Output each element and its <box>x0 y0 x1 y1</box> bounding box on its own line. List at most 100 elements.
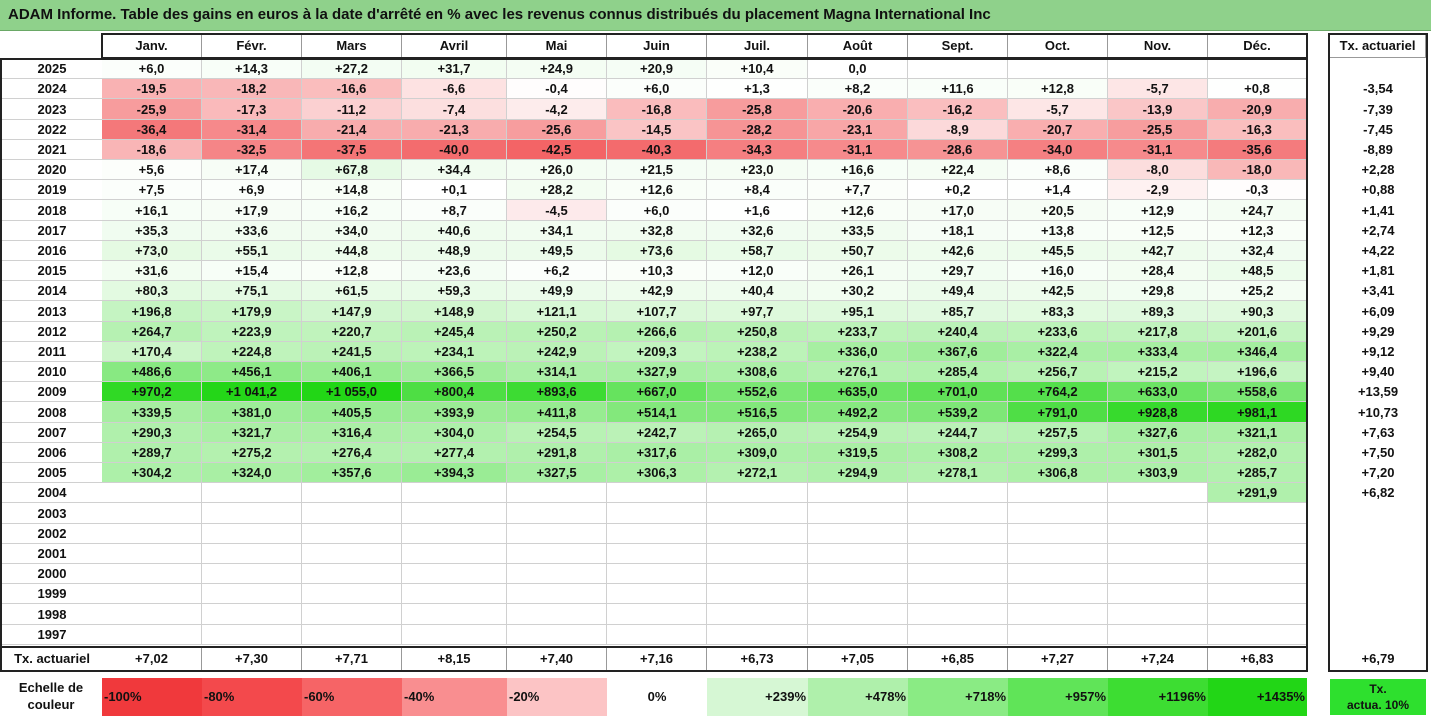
footer-rate-cell: +6,73 <box>707 647 808 671</box>
heatmap-cell <box>202 584 302 604</box>
heatmap-cell <box>402 604 507 625</box>
annual-rate-cell: -8,89 <box>1330 140 1426 160</box>
heatmap-cell: +23,0 <box>707 160 808 180</box>
heatmap-cell <box>607 584 707 604</box>
heatmap-cell: +95,1 <box>808 301 908 322</box>
heatmap-cell <box>908 524 1008 544</box>
heatmap-cell <box>507 544 607 564</box>
heatmap-cell <box>402 625 507 645</box>
heatmap-cell: +346,4 <box>1208 342 1307 362</box>
heatmap-cell: +539,2 <box>908 402 1008 423</box>
heatmap-cell: -25,8 <box>707 99 808 120</box>
annual-rate-cell <box>1330 544 1426 564</box>
annual-rate-cell: +10,73 <box>1330 402 1426 423</box>
year-label: 2011 <box>2 342 102 362</box>
year-label: 2015 <box>2 261 102 281</box>
year-label: 2024 <box>2 79 102 99</box>
heatmap-cell: +42,7 <box>1108 241 1208 261</box>
heatmap-cell: +290,3 <box>102 423 202 443</box>
heatmap-cell <box>607 483 707 503</box>
heatmap-cell: +224,8 <box>202 342 302 362</box>
heatmap-cell <box>302 483 402 503</box>
page-title: ADAM Informe. Table des gains en euros à… <box>8 6 991 23</box>
heatmap-cell: +304,2 <box>102 463 202 483</box>
annual-rate-cell: +7,50 <box>1330 443 1426 463</box>
heatmap-cell: +327,9 <box>607 362 707 382</box>
heatmap-cell: -18,0 <box>1208 160 1307 180</box>
heatmap-cell: +233,7 <box>808 322 908 342</box>
heatmap-cell <box>102 584 202 604</box>
heatmap-cell <box>202 524 302 544</box>
heatmap-cell: +33,6 <box>202 221 302 241</box>
annual-rate-cell: +7,20 <box>1330 463 1426 483</box>
heatmap-cell: +285,4 <box>908 362 1008 382</box>
heatmap-cell <box>1008 625 1108 645</box>
heatmap-cell: +317,6 <box>607 443 707 463</box>
heatmap-cell: +893,6 <box>507 382 607 402</box>
heatmap-cell: +16,0 <box>1008 261 1108 281</box>
heatmap-cell: +1,3 <box>707 79 808 99</box>
year-label: 2013 <box>2 301 102 322</box>
heatmap-cell: +49,5 <box>507 241 607 261</box>
annual-rate-cell: +3,41 <box>1330 281 1426 301</box>
annual-rate-cell: +13,59 <box>1330 382 1426 402</box>
heatmap-cell: +306,8 <box>1008 463 1108 483</box>
heatmap-cell <box>1108 584 1208 604</box>
annual-rate-cell: +1,41 <box>1330 200 1426 221</box>
heatmap-cell: +256,7 <box>1008 362 1108 382</box>
heatmap-cell <box>1008 604 1108 625</box>
heatmap-cell: -25,9 <box>102 99 202 120</box>
heatmap-cell: +18,1 <box>908 221 1008 241</box>
heatmap-cell <box>302 604 402 625</box>
heatmap-cell <box>908 544 1008 564</box>
heatmap-cell: +20,9 <box>607 59 707 79</box>
heatmap-cell: +308,2 <box>908 443 1008 463</box>
annual-rate-cell <box>1330 604 1426 625</box>
heatmap-cell: +29,8 <box>1108 281 1208 301</box>
year-label: 2010 <box>2 362 102 382</box>
heatmap-cell: +406,1 <box>302 362 402 382</box>
heatmap-cell <box>102 604 202 625</box>
heatmap-cell <box>808 524 908 544</box>
heatmap-cell: +516,5 <box>707 402 808 423</box>
color-scale-label: Echelle de couleur <box>4 679 98 713</box>
heatmap-cell <box>1008 544 1108 564</box>
heatmap-cell: +276,4 <box>302 443 402 463</box>
color-scale-stop: +1196% <box>1108 678 1208 716</box>
heatmap-cell: -17,3 <box>202 99 302 120</box>
annual-rate-cell <box>1330 625 1426 645</box>
heatmap-cell: +405,5 <box>302 402 402 423</box>
heatmap-cell: +294,9 <box>808 463 908 483</box>
heatmap-cell: +12,8 <box>1008 79 1108 99</box>
heatmap-cell: +291,9 <box>1208 483 1307 503</box>
heatmap-cell: -16,8 <box>607 99 707 120</box>
heatmap-cell: -28,2 <box>707 120 808 140</box>
year-label: 1999 <box>2 584 102 604</box>
heatmap-cell: +35,3 <box>102 221 202 241</box>
heatmap-cell: -16,3 <box>1208 120 1307 140</box>
color-scale-tx-line1: Tx. <box>1369 682 1387 696</box>
heatmap-cell: +264,7 <box>102 322 202 342</box>
heatmap-cell: +21,5 <box>607 160 707 180</box>
heatmap-cell: -2,9 <box>1108 180 1208 200</box>
color-scale-tx-swatch: Tx. actua. 10% <box>1330 679 1426 715</box>
annual-rate-cell: +6,82 <box>1330 483 1426 503</box>
heatmap-cell: +8,6 <box>1008 160 1108 180</box>
heatmap-cell: +6,0 <box>607 200 707 221</box>
year-label: 2003 <box>2 503 102 524</box>
heatmap-cell: +1,6 <box>707 200 808 221</box>
heatmap-cell: +27,2 <box>302 59 402 79</box>
heatmap-cell: +6,9 <box>202 180 302 200</box>
heatmap-cell: +250,8 <box>707 322 808 342</box>
heatmap-cell: -25,6 <box>507 120 607 140</box>
year-label: 2021 <box>2 140 102 160</box>
heatmap-cell: +970,2 <box>102 382 202 402</box>
heatmap-cell: +314,1 <box>507 362 607 382</box>
heatmap-cell <box>202 483 302 503</box>
annual-rate-cell: +2,28 <box>1330 160 1426 180</box>
heatmap-cell: +242,7 <box>607 423 707 443</box>
heatmap-cell: -8,9 <box>908 120 1008 140</box>
month-header: Avril <box>402 34 507 58</box>
annual-rate-cell: +2,74 <box>1330 221 1426 241</box>
heatmap-cell <box>102 544 202 564</box>
